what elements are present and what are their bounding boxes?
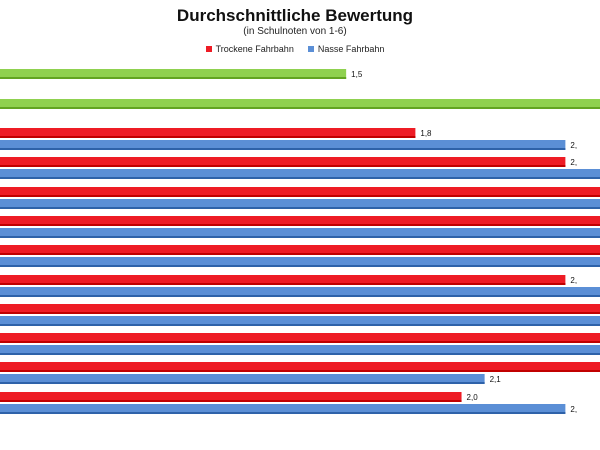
bar-shade	[0, 136, 416, 138]
data-label: 1,8	[420, 129, 432, 138]
legend-item-trockene: Trockene Fahrbahn	[205, 44, 294, 54]
bar-nasse	[0, 257, 600, 267]
bar-nasse	[0, 169, 600, 179]
bar-trockene	[0, 216, 600, 226]
data-label: 2,	[570, 158, 577, 167]
legend-swatch-nasse	[307, 46, 314, 52]
bar-nasse	[0, 374, 485, 384]
data-label: 2,	[570, 141, 577, 150]
bar-shade	[0, 312, 600, 314]
bar-shade	[0, 148, 566, 150]
bar-shade	[0, 207, 600, 209]
bar-shade	[0, 77, 347, 79]
bar-shade	[0, 253, 600, 255]
bar-trockene	[0, 275, 566, 285]
legend-swatch-trockene	[205, 46, 212, 52]
bar-trockene	[0, 362, 600, 372]
bar-nasse	[0, 140, 566, 150]
data-label: 1,5	[351, 70, 363, 79]
legend-label-nasse: Nasse Fahrbahn	[317, 44, 385, 54]
bar-nasse	[0, 199, 600, 209]
chart-subtitle: (in Schulnoten von 1-6)	[243, 26, 347, 37]
bar-shade	[0, 370, 600, 372]
bar-shade	[0, 107, 600, 109]
data-label: 2,1	[490, 375, 502, 384]
bar-shade	[0, 400, 462, 402]
legend: Trockene Fahrbahn Nasse Fahrbahn	[0, 44, 590, 54]
bar-nasse	[0, 287, 600, 297]
bar-shade	[0, 353, 600, 355]
legend-item-nasse: Nasse Fahrbahn	[307, 44, 385, 54]
bar-shade	[0, 177, 600, 179]
bar-shade	[0, 224, 600, 226]
bar-shade	[0, 165, 566, 167]
bar-trockene	[0, 245, 600, 255]
bar-shade	[0, 265, 600, 267]
bar-trockene	[0, 128, 416, 138]
data-label: 2,0	[467, 393, 479, 402]
bar-trockene	[0, 157, 566, 167]
bar-highlight	[0, 99, 600, 109]
bar-shade	[0, 341, 600, 343]
bar-nasse	[0, 404, 566, 414]
bar-shade	[0, 236, 600, 238]
bar-nasse	[0, 316, 600, 326]
bar-shade	[0, 412, 566, 414]
bar-shade	[0, 195, 600, 197]
bar-trockene	[0, 304, 600, 314]
bar-nasse	[0, 345, 600, 355]
bar-nasse	[0, 228, 600, 238]
bar-trockene	[0, 187, 600, 197]
bar-shade	[0, 283, 566, 285]
data-label: 2,	[570, 405, 577, 414]
bar-trockene	[0, 392, 462, 402]
bar-trockene	[0, 333, 600, 343]
data-label: 2,	[570, 276, 577, 285]
bar-shade	[0, 324, 600, 326]
chart-title: Durchschnittliche Bewertung	[176, 6, 414, 25]
bar-shade	[0, 382, 485, 384]
legend-label-trockene: Trockene Fahrbahn	[215, 44, 294, 54]
bar-shade	[0, 295, 600, 297]
bar-highlight	[0, 69, 347, 79]
